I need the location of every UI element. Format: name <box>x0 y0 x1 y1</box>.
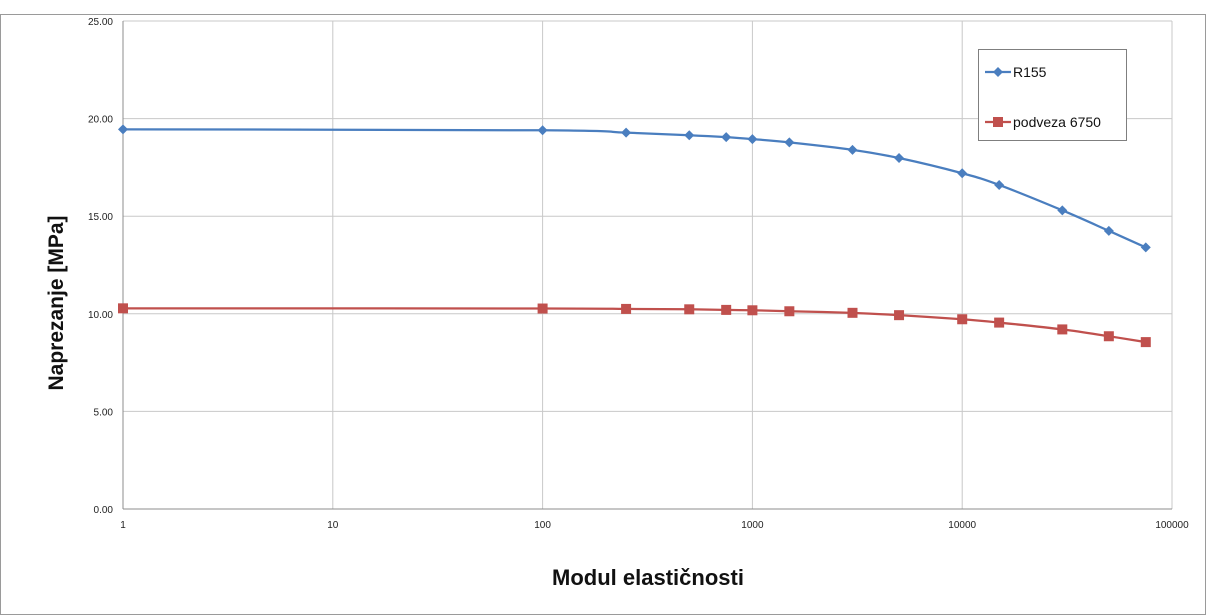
legend-label: podveza 6750 <box>1013 114 1101 130</box>
data-point <box>1057 324 1068 335</box>
series-group <box>118 124 1151 348</box>
data-point <box>1140 242 1151 253</box>
data-point <box>847 144 858 155</box>
data-point <box>1103 225 1114 236</box>
data-point <box>784 137 795 148</box>
data-point <box>118 124 128 135</box>
data-point <box>621 127 632 138</box>
y-axis-ticks: 0.00 5.00 10.00 15.00 20.00 25.00 <box>88 17 113 516</box>
y-tick-label: 25.00 <box>88 17 113 28</box>
y-tick-label: 10.00 <box>88 310 113 321</box>
data-point <box>894 153 905 164</box>
data-point <box>118 303 128 314</box>
data-point <box>847 307 858 318</box>
x-axis-ticks: 1 10 100 1000 10000 100000 <box>120 520 1189 531</box>
legend-marker <box>993 67 1003 77</box>
x-tick-label: 1 <box>120 520 126 531</box>
data-point <box>957 314 968 325</box>
data-point <box>721 132 732 143</box>
x-tick-label: 100 <box>534 520 551 531</box>
y-tick-label: 5.00 <box>94 407 114 418</box>
data-point <box>537 125 548 136</box>
data-point <box>784 306 795 317</box>
data-point <box>721 304 732 315</box>
data-point <box>1103 331 1114 342</box>
legend-label: R155 <box>1013 64 1047 80</box>
data-point <box>894 310 905 321</box>
data-point <box>684 130 695 141</box>
data-point <box>621 303 632 314</box>
data-point <box>1057 205 1068 216</box>
y-tick-label: 20.00 <box>88 115 113 126</box>
data-point <box>957 168 968 179</box>
legend-box <box>978 49 1127 141</box>
y-axis-title: Naprezanje [MPa] <box>45 215 68 390</box>
series-line <box>122 128 1147 249</box>
series-2 <box>118 303 1151 348</box>
data-point <box>994 179 1005 190</box>
data-point <box>537 303 548 314</box>
legend: R155 podveza 6750 <box>978 49 1127 141</box>
data-point <box>684 304 695 315</box>
x-tick-label: 100000 <box>1155 520 1189 531</box>
data-point <box>747 134 758 145</box>
series-line <box>122 307 1146 344</box>
series-1 <box>118 124 1151 253</box>
x-tick-label: 10 <box>327 520 339 531</box>
y-tick-label: 15.00 <box>88 212 113 223</box>
legend-marker <box>993 117 1003 127</box>
y-tick-label: 0.00 <box>94 505 114 516</box>
x-tick-label: 1000 <box>741 520 764 531</box>
x-axis-title: Modul elastičnosti <box>552 565 744 590</box>
x-tick-label: 10000 <box>948 520 976 531</box>
grid <box>122 20 1173 510</box>
data-point <box>747 305 758 316</box>
data-point <box>994 317 1005 328</box>
data-point <box>1140 337 1151 348</box>
